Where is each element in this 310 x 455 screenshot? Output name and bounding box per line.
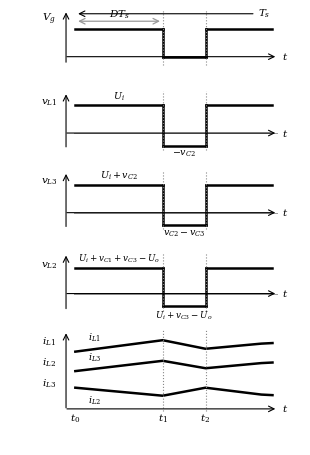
Text: $v_{C2}-v_{C3}$: $v_{C2}-v_{C3}$ xyxy=(163,228,206,239)
Text: $i_{L1}$: $i_{L1}$ xyxy=(42,336,56,348)
Text: $U_i+v_{C1}+v_{C3}-U_o$: $U_i+v_{C1}+v_{C3}-U_o$ xyxy=(78,253,160,265)
Text: $t$: $t$ xyxy=(282,207,288,218)
Text: $t_0$: $t_0$ xyxy=(70,412,81,425)
Text: $v_{L1}$: $v_{L1}$ xyxy=(41,97,57,108)
Text: $i_{L2}$: $i_{L2}$ xyxy=(42,357,56,369)
Text: $i_{L3}$: $i_{L3}$ xyxy=(42,378,56,390)
Text: $V_g$: $V_g$ xyxy=(42,12,56,27)
Text: $U_i+v_{C3}-U_o$: $U_i+v_{C3}-U_o$ xyxy=(155,310,213,323)
Text: $-v_{C2}$: $-v_{C2}$ xyxy=(172,149,196,159)
Text: $t_2$: $t_2$ xyxy=(201,412,210,425)
Text: $v_{L2}$: $v_{L2}$ xyxy=(41,260,58,271)
Text: $i_{L2}$: $i_{L2}$ xyxy=(88,394,101,406)
Text: $U_i+v_{C2}$: $U_i+v_{C2}$ xyxy=(100,170,138,182)
Text: $t_1$: $t_1$ xyxy=(158,412,168,425)
Text: $t$: $t$ xyxy=(282,127,288,138)
Text: $i_{L1}$: $i_{L1}$ xyxy=(88,331,101,344)
Text: $U_i$: $U_i$ xyxy=(113,90,125,102)
Text: $t$: $t$ xyxy=(282,404,288,415)
Text: $t$: $t$ xyxy=(282,51,288,62)
Text: $DT_s$: $DT_s$ xyxy=(108,8,130,20)
Text: $T_s$: $T_s$ xyxy=(258,7,270,20)
Text: $i_{L3}$: $i_{L3}$ xyxy=(88,351,102,364)
Text: $v_{L3}$: $v_{L3}$ xyxy=(41,177,58,187)
Text: $t$: $t$ xyxy=(282,288,288,299)
